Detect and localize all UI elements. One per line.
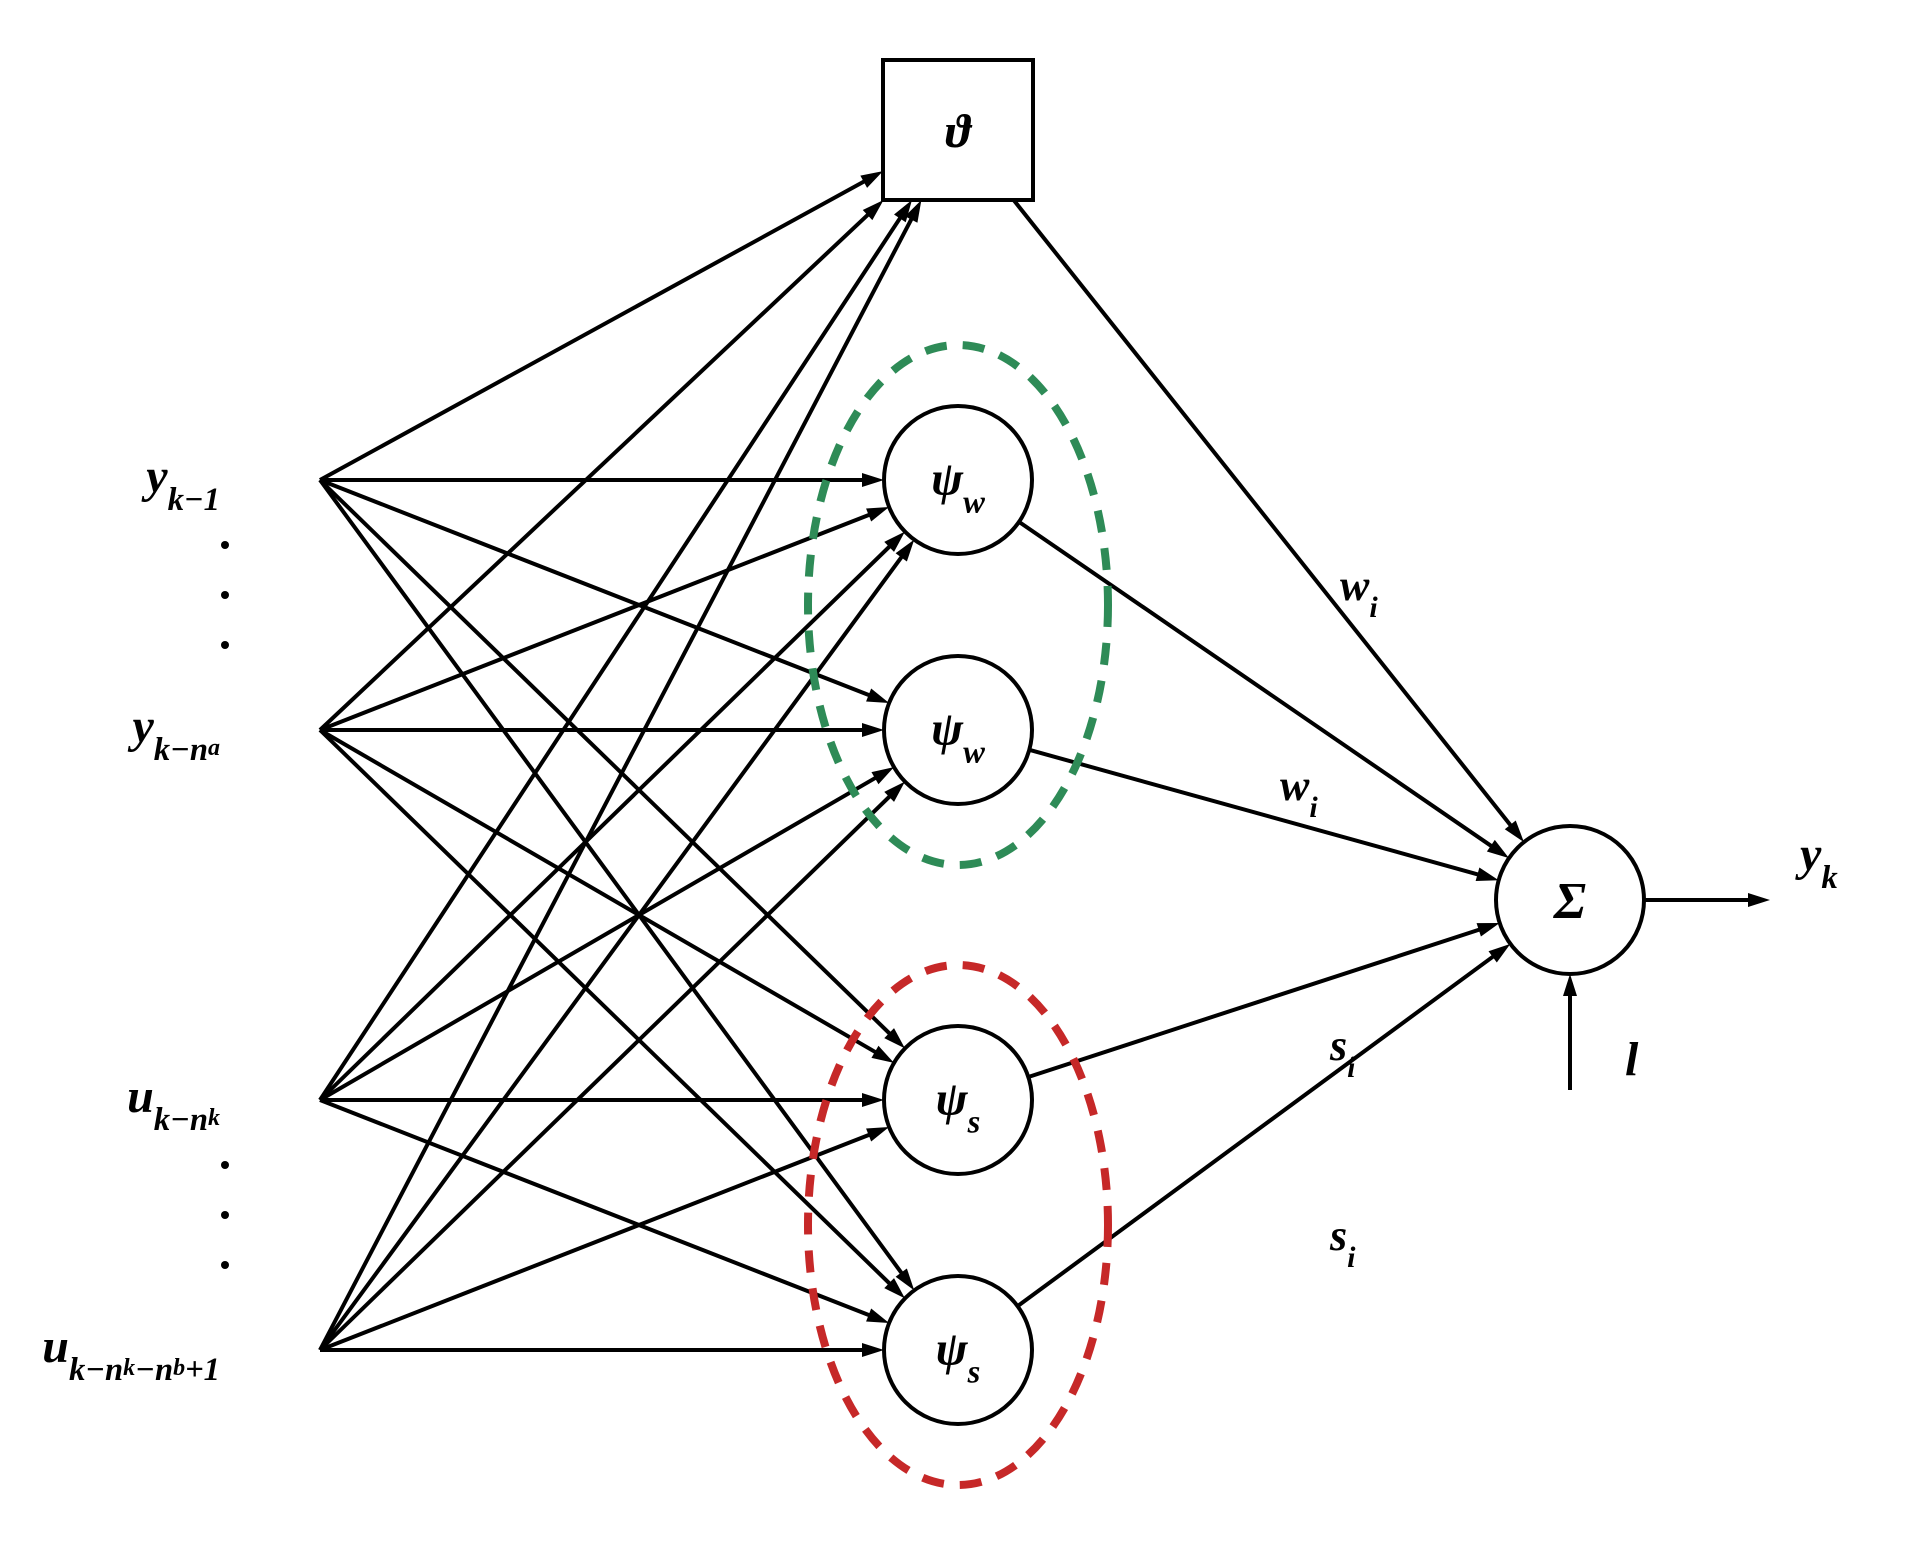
input-label-2: uk−nk bbox=[127, 1070, 220, 1138]
edge bbox=[320, 545, 891, 1100]
theta-label: ϑ bbox=[945, 105, 973, 158]
edge bbox=[862, 1093, 884, 1107]
edge bbox=[320, 1134, 871, 1350]
weight-label-1: wi bbox=[1280, 761, 1318, 824]
edge bbox=[866, 1127, 889, 1142]
output-label: yk bbox=[1795, 828, 1838, 896]
ellipsis-dot bbox=[221, 1161, 229, 1169]
input-label-1: yk−na bbox=[127, 700, 220, 768]
ellipsis-dot bbox=[221, 1211, 229, 1219]
edge bbox=[320, 795, 891, 1350]
edge bbox=[1028, 929, 1481, 1077]
edge bbox=[320, 480, 871, 696]
ellipsis-dot bbox=[221, 641, 229, 649]
edge bbox=[1477, 923, 1500, 936]
edge bbox=[862, 723, 884, 737]
input-label-0: yk−1 bbox=[141, 450, 220, 518]
edge bbox=[860, 171, 883, 188]
edge bbox=[320, 1100, 871, 1316]
edge bbox=[871, 1046, 894, 1063]
edge bbox=[866, 507, 889, 522]
edge bbox=[1563, 974, 1577, 996]
edge bbox=[862, 1343, 884, 1357]
edge bbox=[866, 688, 889, 703]
ellipsis-dot bbox=[221, 1261, 229, 1269]
edge bbox=[1018, 956, 1495, 1307]
edge bbox=[320, 514, 871, 730]
edge bbox=[320, 480, 891, 1035]
edge bbox=[862, 473, 884, 487]
bias-label: l bbox=[1625, 1033, 1639, 1086]
sigma-label: Σ bbox=[1553, 873, 1586, 930]
edge bbox=[320, 217, 901, 1100]
edge bbox=[320, 214, 869, 730]
edge bbox=[1029, 750, 1479, 875]
weight-label-3: si bbox=[1329, 1211, 1356, 1274]
ellipsis-dot bbox=[221, 541, 229, 549]
edge bbox=[1748, 893, 1770, 907]
edge bbox=[1019, 522, 1493, 847]
weight-label-0: wi bbox=[1340, 561, 1378, 624]
edge bbox=[1487, 840, 1509, 858]
edge bbox=[1476, 868, 1499, 881]
edge bbox=[320, 730, 891, 1285]
input-label-3: uk−nk−nb+1 bbox=[42, 1320, 220, 1388]
edge bbox=[871, 767, 894, 784]
edge bbox=[320, 181, 866, 480]
ellipsis-dot bbox=[221, 591, 229, 599]
edge bbox=[866, 1308, 889, 1323]
